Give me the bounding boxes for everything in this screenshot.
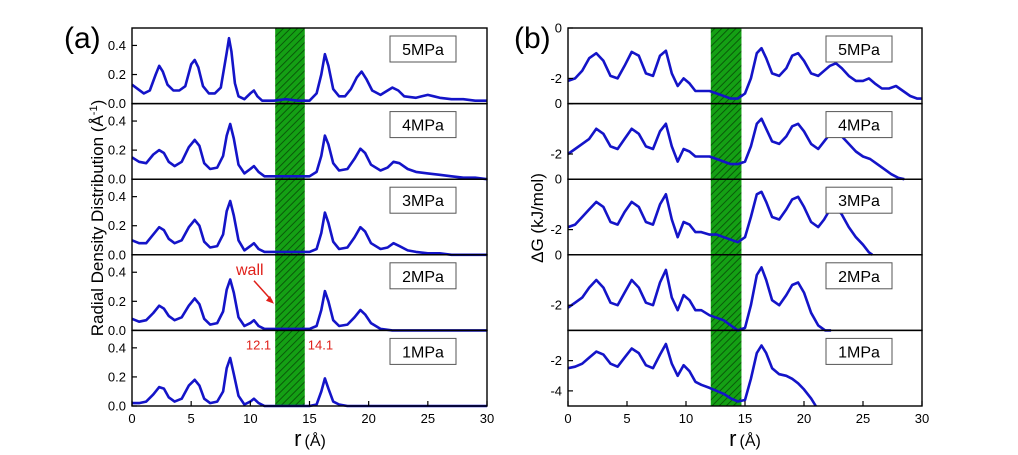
x-tick-label: 15 xyxy=(302,411,316,426)
y-tick-label: -2 xyxy=(550,222,562,237)
y-tick-label: 0.4 xyxy=(108,114,126,129)
y-tick-label: 0.4 xyxy=(108,38,126,53)
y-tick-label: 0.0 xyxy=(108,247,126,262)
y-tick-label: 0.2 xyxy=(108,143,126,158)
panel-a-label: (a) xyxy=(64,22,101,55)
x-tick-label: 30 xyxy=(480,411,494,426)
x-tick-label: 25 xyxy=(421,411,435,426)
x-tick-label: 25 xyxy=(856,411,870,426)
panel-b-row-1MPa: -2 -4 1MPa xyxy=(550,329,923,407)
x-tick-label: 30 xyxy=(915,411,929,426)
series-line-4MPa xyxy=(567,117,905,181)
x-tick-label: 20 xyxy=(361,411,375,426)
pressure-label: 2MPa xyxy=(838,269,880,286)
y-tick-label: 0 xyxy=(555,21,562,36)
y-tick-label: 0.0 xyxy=(108,96,126,111)
wall-arrow-head xyxy=(266,295,274,304)
pressure-label: 1MPa xyxy=(402,344,444,361)
y-tick-label: 0.0 xyxy=(108,172,126,187)
panel-b-label: (b) xyxy=(514,22,551,55)
x-tick-label: 5 xyxy=(623,411,630,426)
y-tick-label: 0.2 xyxy=(108,369,126,384)
y-tick-label: 0.4 xyxy=(108,265,126,280)
y-tick-label: -2 xyxy=(550,353,562,368)
pressure-label: 2MPa xyxy=(402,269,444,286)
pressure-label-box xyxy=(389,337,457,365)
series-line-5MPa xyxy=(131,36,487,102)
wall-annotation: wall 12.1 14.1 xyxy=(235,262,333,353)
pressure-label-box xyxy=(825,186,893,214)
y-tick-label: 0 xyxy=(555,247,562,262)
series-line-5MPa xyxy=(567,46,922,100)
panel-a-row-5MPa: 0.0 0.2 0.4 5MPa xyxy=(108,27,488,111)
y-tick-label: -4 xyxy=(550,383,562,398)
pressure-label-box xyxy=(825,337,893,365)
panel-b-row-4MPa: 0 -2 4MPa xyxy=(550,96,923,181)
y-tick-label: -2 xyxy=(550,71,562,86)
wall-label: wall xyxy=(235,262,264,279)
pressure-label: 3MPa xyxy=(402,193,444,210)
panel-b-ylabel: ΔG (kJ/mol) xyxy=(528,173,547,263)
pressure-label: 4MPa xyxy=(402,118,444,135)
pressure-label-box xyxy=(389,35,457,63)
y-tick-label: 0.2 xyxy=(108,218,126,233)
x-tick-label: 0 xyxy=(564,411,571,426)
pressure-label: 1MPa xyxy=(838,344,880,361)
wall-right-value: 14.1 xyxy=(308,337,333,352)
panel-a-row-1MPa: 0.0 0.2 0.4 1MPa xyxy=(108,329,488,414)
panel-b-row-2MPa: 0 -2 2MPa xyxy=(550,247,923,332)
panel-a-ylabel: Radial Density Distribution (Å-1) xyxy=(88,100,107,337)
panel-a-xlabel: r (Å) xyxy=(294,426,326,451)
x-tick-label: 5 xyxy=(188,411,195,426)
y-tick-label: -2 xyxy=(550,298,562,313)
series-line-3MPa xyxy=(131,199,487,257)
series-line-2MPa xyxy=(567,266,832,332)
panel-a-radial-density-chart: (a) Radial Density Distribution (Å-1) r(… xyxy=(64,22,494,451)
series-line-4MPa xyxy=(131,122,488,181)
panel-a-row-3MPa: 0.0 0.2 0.4 3MPa xyxy=(108,178,488,262)
pressure-label-box xyxy=(825,262,893,290)
pressure-label-box xyxy=(825,35,893,63)
pressure-label-box xyxy=(825,111,893,139)
x-tick-label: 10 xyxy=(679,411,693,426)
panel-b-x-axis: 0 5 10 15 20 25 30 xyxy=(564,401,929,426)
pressure-label: 4MPa xyxy=(838,118,880,135)
panel-a-x-axis: 0 5 10 15 20 25 30 xyxy=(128,401,494,426)
x-tick-label: 20 xyxy=(797,411,811,426)
panel-a-wall-band xyxy=(275,28,305,406)
series-line-3MPa xyxy=(567,190,874,256)
pressure-label: 5MPa xyxy=(402,42,444,59)
x-tick-label: 15 xyxy=(738,411,752,426)
pressure-label-box xyxy=(389,186,457,214)
panel-b-row-3MPa: 0 -2 3MPa xyxy=(550,172,923,256)
x-tick-label: 0 xyxy=(128,411,135,426)
panel-b-wall-band xyxy=(710,28,742,406)
y-tick-label: 0 xyxy=(555,96,562,111)
pressure-label: 5MPa xyxy=(838,42,880,59)
y-tick-label: 0.0 xyxy=(108,399,126,414)
y-tick-label: 0.0 xyxy=(108,323,126,338)
wall-left-value: 12.1 xyxy=(246,337,271,352)
panel-b-free-energy-chart: (b) ΔG (kJ/mol) r (Å) 0 -2 5MPa 0 -2 4MPa 0 -2 3M… xyxy=(514,21,929,452)
panel-b-plot-area: 0 -2 5MPa 0 -2 4MPa 0 -2 3MPa 0 -2 2MPa -2 -4 1MPa 0 5 10… xyxy=(550,21,929,427)
y-tick-label: 0.2 xyxy=(108,67,126,82)
y-tick-label: 0.4 xyxy=(108,189,126,204)
y-tick-label: 0.2 xyxy=(108,294,126,309)
panel-a-row-2MPa: 0.0 0.2 0.4 2MPa xyxy=(108,254,488,338)
x-tick-label: 10 xyxy=(243,411,257,426)
panel-b-xlabel: r (Å) xyxy=(729,426,761,451)
series-line-1MPa xyxy=(132,356,487,408)
y-tick-label: -2 xyxy=(550,147,562,162)
series-line-1MPa xyxy=(567,342,817,407)
pressure-label: 3MPa xyxy=(838,193,880,210)
pressure-label-box xyxy=(389,262,457,290)
y-tick-label: 0.4 xyxy=(108,340,126,355)
pressure-label-box xyxy=(389,111,457,139)
y-tick-label: 0 xyxy=(555,172,562,187)
